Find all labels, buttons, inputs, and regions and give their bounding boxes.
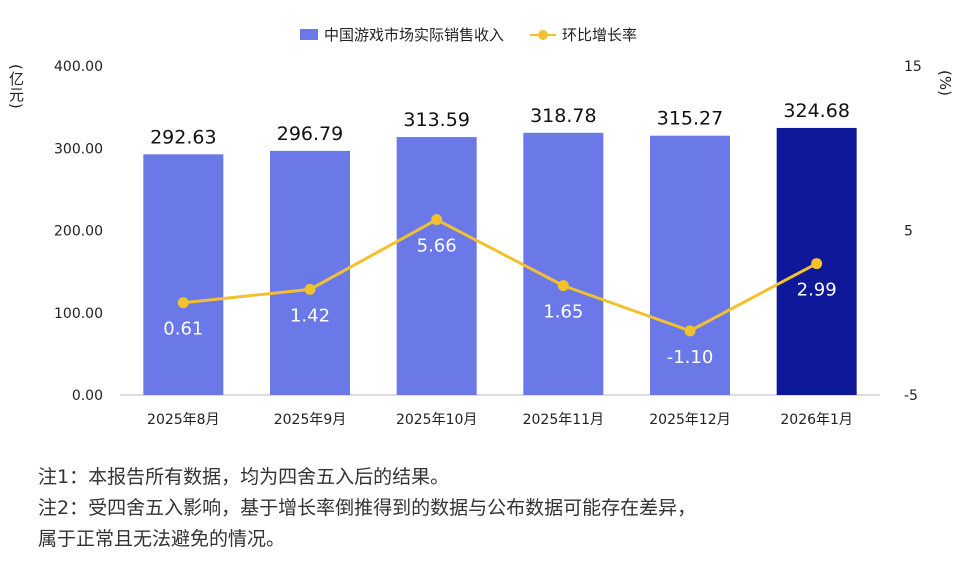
right-axis-unit: (%) — [936, 70, 954, 96]
growth-value-label-1: 1.42 — [290, 305, 330, 326]
bar-value-label-3: 318.78 — [530, 105, 596, 127]
left-tick-label-1: 100.00 — [54, 306, 103, 322]
legend-line-swatch — [530, 29, 557, 41]
bar-value-label-5: 324.68 — [783, 100, 849, 122]
bar-0 — [143, 154, 224, 395]
left-tick-label-0: 0.00 — [72, 388, 103, 404]
right-tick-label-2: 15 — [904, 59, 922, 75]
bar-value-label-0: 292.63 — [150, 126, 216, 148]
legend-bar-swatch — [300, 29, 318, 40]
growth-value-label-2: 5.66 — [417, 236, 457, 257]
category-label-2: 2025年10月 — [396, 412, 477, 428]
left-tick-label-4: 400.00 — [54, 59, 103, 75]
footnote-3: 属于正常且无法避免的情况。 — [38, 528, 286, 550]
footnote-1: 注1：本报告所有数据，均为四舍五入后的结果。 — [38, 466, 450, 488]
bar-3 — [523, 132, 604, 395]
category-label-0: 2025年8月 — [147, 412, 220, 428]
legend-line-label: 环比增长率 — [562, 26, 638, 44]
bar-1 — [270, 150, 350, 395]
growth-value-label-4: -1.10 — [667, 347, 714, 368]
left-tick-label-2: 200.00 — [54, 224, 103, 240]
footnote-2: 注2：受四舍五入影响，基于增长率倒推得到的数据与公布数据可能存在差异， — [38, 497, 697, 519]
growth-point-5 — [811, 258, 823, 270]
category-label-1: 2025年9月 — [274, 412, 347, 428]
footnotes: 注1：本报告所有数据，均为四舍五入后的结果。 注2：受四舍五入影响，基于增长率倒… — [38, 462, 696, 555]
bar-value-label-1: 296.79 — [277, 123, 343, 145]
legend-item-growth: 环比增长率 — [530, 24, 637, 45]
bar-4 — [650, 135, 730, 395]
left-tick-label-3: 300.00 — [54, 141, 103, 157]
bar-value-label-2: 313.59 — [403, 109, 469, 131]
growth-value-label-5: 2.99 — [797, 280, 837, 301]
growth-value-label-3: 1.65 — [543, 302, 583, 323]
right-tick-label-1: 5 — [904, 224, 913, 240]
legend-bar-label: 中国游戏市场实际销售收入 — [324, 26, 505, 44]
combo-chart: 0.00 100.00 200.00 300.00 400.00 -5 5 15 292.63 2… — [54, 59, 922, 428]
growth-point-1 — [304, 283, 316, 295]
growth-point-0 — [177, 297, 189, 309]
category-label-5: 2026年1月 — [780, 412, 853, 428]
bar-2 — [396, 137, 477, 396]
category-label-3: 2025年11月 — [523, 412, 604, 428]
growth-line — [183, 217, 818, 333]
growth-point-2 — [431, 214, 443, 226]
right-tick-label-0: -5 — [904, 388, 918, 404]
growth-point-3 — [557, 280, 569, 292]
legend-item-revenue: 中国游戏市场实际销售收入 — [300, 24, 504, 45]
growth-value-label-0: 0.61 — [163, 319, 203, 340]
bar-value-label-4: 315.27 — [657, 108, 723, 130]
legend: 中国游戏市场实际销售收入 环比增长率 — [300, 24, 663, 45]
left-axis-unit: (亿元) — [7, 64, 25, 110]
category-label-4: 2025年12月 — [649, 412, 730, 428]
growth-point-4 — [684, 325, 696, 337]
